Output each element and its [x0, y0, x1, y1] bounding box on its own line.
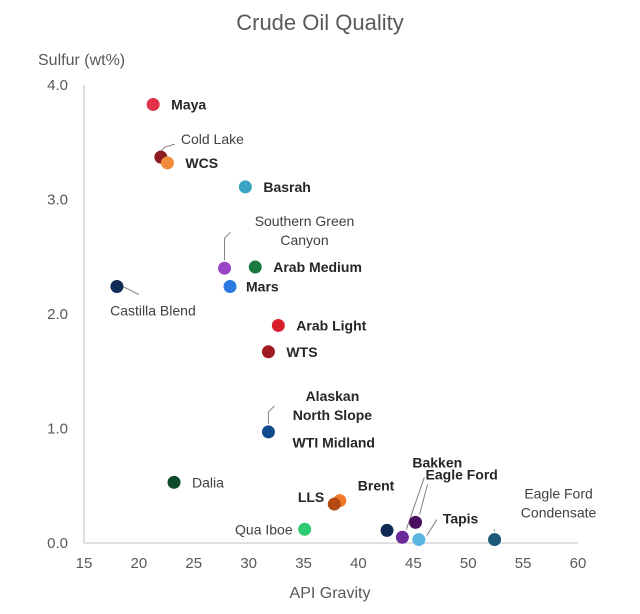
- data-point-eagle-ford: [409, 515, 423, 529]
- chart-title: Crude Oil Quality: [236, 10, 404, 35]
- point-label: Mars: [246, 279, 279, 295]
- y-axis-label: Sulfur (wt%): [38, 52, 125, 69]
- data-point-arab-light: [271, 318, 285, 332]
- data-point-southern-green-canyon: [218, 261, 232, 275]
- data-point-bakken: [395, 530, 409, 544]
- x-tick-label: 45: [405, 555, 422, 572]
- data-point-alaskan-north-slope: [261, 425, 275, 439]
- point-label: WTI Midland: [293, 434, 375, 450]
- point-label: Bakken: [412, 454, 462, 470]
- data-point-wcs: [160, 156, 174, 170]
- y-tick-label: 1.0: [47, 421, 68, 438]
- x-tick-label: 60: [570, 555, 587, 572]
- y-tick-label: 2.0: [47, 306, 68, 323]
- y-tick-label: 3.0: [47, 192, 68, 209]
- data-point-arab-medium: [248, 260, 262, 274]
- data-point-eagle-ford-condensate: [488, 533, 502, 547]
- point-label: Castilla Blend: [110, 303, 196, 319]
- x-tick-label: 40: [350, 555, 367, 572]
- data-point-lls: [327, 497, 341, 511]
- leader-line: [267, 405, 275, 424]
- data-point-maya: [146, 97, 160, 111]
- x-tick-label: 30: [240, 555, 257, 572]
- leader-line: [419, 484, 429, 515]
- x-tick-label: 50: [460, 555, 477, 572]
- point-label: Arab Light: [296, 317, 366, 333]
- point-label: Dalia: [192, 474, 224, 490]
- point-label: Eagle Ford Condensate: [521, 486, 597, 521]
- data-point-basrah: [238, 180, 252, 194]
- point-label: WCS: [185, 155, 218, 171]
- x-tick-label: 15: [76, 555, 93, 572]
- point-label: LLS: [298, 489, 324, 505]
- data-point-tapis: [412, 533, 426, 547]
- data-point-qua-iboe: [298, 522, 312, 536]
- data-points: [110, 97, 502, 547]
- y-tick-label: 0.0: [47, 535, 68, 552]
- x-tick-label: 55: [515, 555, 532, 572]
- point-label: Arab Medium: [273, 259, 362, 275]
- point-label: Maya: [171, 96, 206, 112]
- y-tick-labels: 0.0 1.0 2.0 3.0 4.0: [47, 77, 68, 552]
- data-point-wts: [261, 345, 275, 359]
- x-tick-label: 25: [185, 555, 202, 572]
- point-labels: Maya Cold Lake WCS Basrah Southern Green Cany…: [110, 96, 596, 537]
- y-tick-label: 4.0: [47, 77, 68, 94]
- x-tick-label: 20: [131, 555, 148, 572]
- x-tick-labels: 15 20 25 30 35 40 45 50 55 60: [76, 555, 587, 572]
- leader-line: [224, 231, 231, 261]
- point-label: Cold Lake: [181, 131, 244, 147]
- point-label: Tapis: [443, 511, 479, 527]
- point-label: Basrah: [263, 179, 310, 195]
- point-label: Southern Green Canyon: [255, 213, 355, 248]
- data-point-castilla-blend: [110, 280, 124, 294]
- point-label: Brent: [358, 478, 395, 494]
- point-label: WTS: [286, 344, 317, 360]
- point-label: Qua Iboe: [235, 521, 293, 537]
- data-point-dalia: [167, 475, 181, 489]
- leader-line: [122, 286, 140, 295]
- data-point-mars: [223, 280, 237, 294]
- x-tick-label: 35: [295, 555, 312, 572]
- point-label: Eagle Ford: [426, 466, 498, 482]
- x-axis-label: API Gravity: [290, 585, 371, 602]
- leader-line: [426, 519, 438, 536]
- data-point-wti-midland: [380, 523, 394, 537]
- point-label: Alaskan North Slope: [293, 388, 373, 423]
